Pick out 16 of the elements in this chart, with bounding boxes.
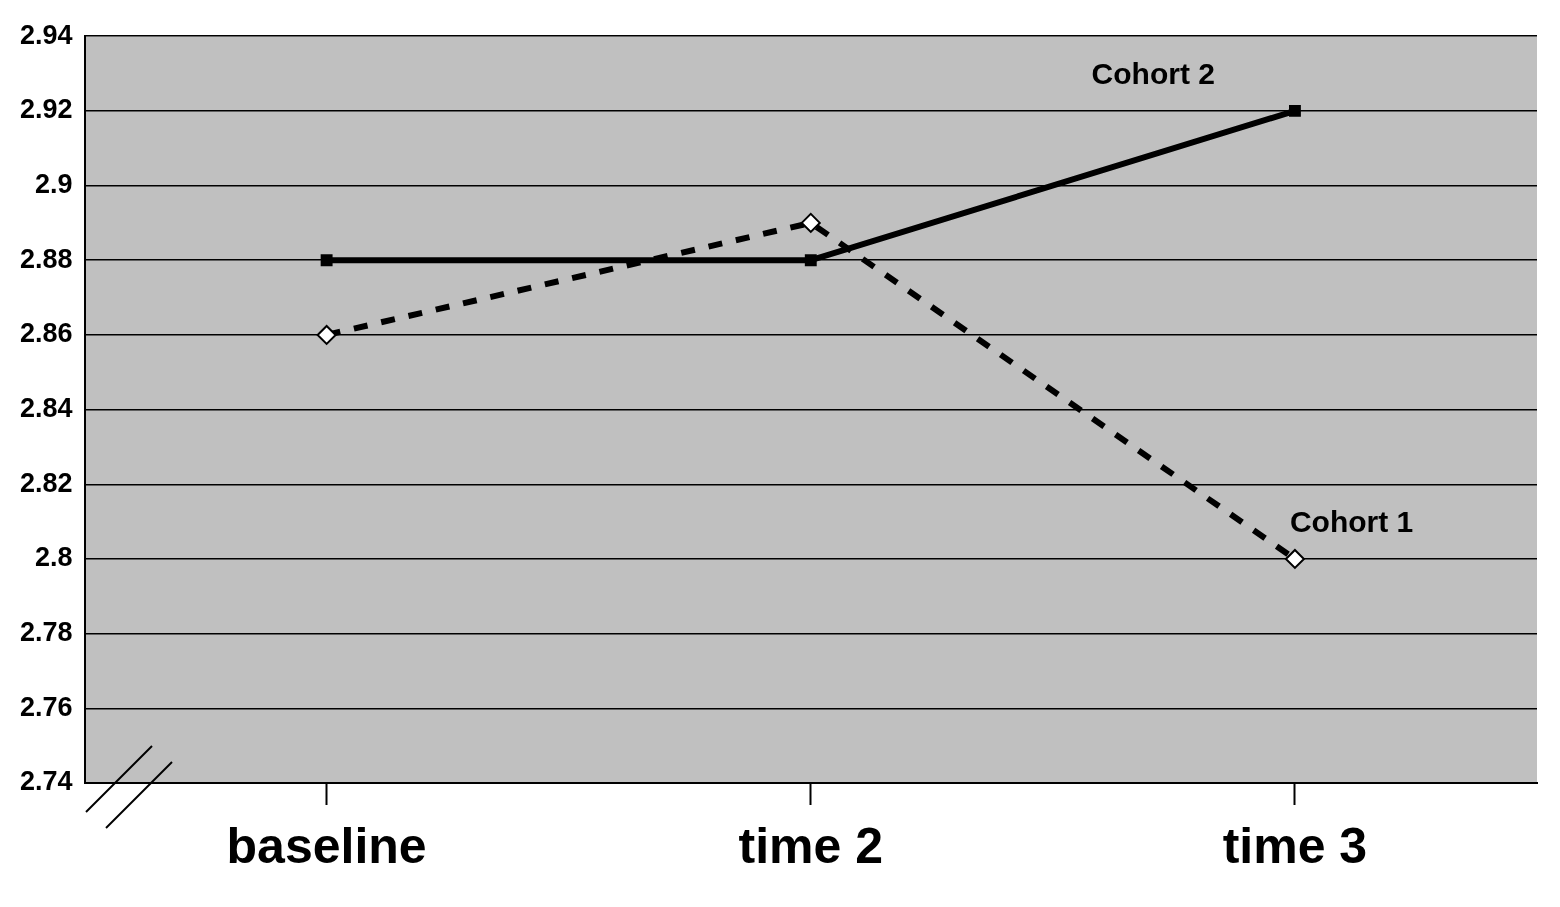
- y-tick-label: 2.82: [19, 467, 73, 498]
- x-tick-label: time 2: [738, 817, 884, 874]
- y-tick-label: 2.9: [35, 169, 73, 200]
- y-tick-label: 2.88: [19, 243, 73, 274]
- series-label: Cohort 2: [1091, 57, 1215, 91]
- y-tick-label: 2.8: [35, 542, 73, 573]
- y-tick-label: 2.74: [19, 766, 73, 797]
- x-tick-label: baseline: [226, 817, 427, 874]
- x-tick-label: time 3: [1222, 817, 1368, 874]
- series-label: Cohort 1: [1289, 505, 1414, 539]
- y-tick-label: 2.76: [19, 691, 73, 722]
- y-tick-label: 2.78: [19, 617, 73, 648]
- y-tick-label: 2.84: [19, 393, 73, 424]
- y-tick-label: 2.94: [19, 19, 73, 50]
- y-tick-label: 2.86: [19, 318, 73, 349]
- y-tick-label: 2.92: [19, 94, 73, 125]
